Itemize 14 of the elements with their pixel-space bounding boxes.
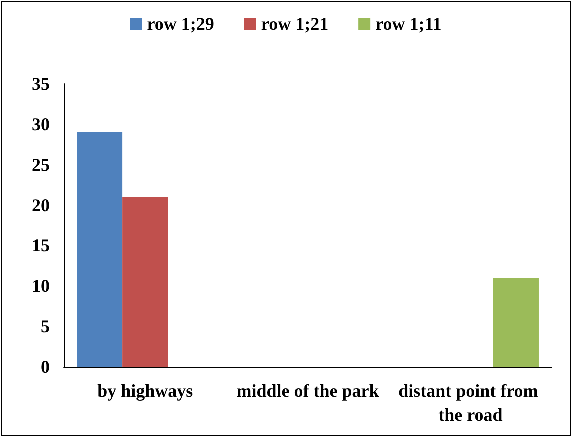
y-tick-label: 20	[32, 195, 50, 216]
y-tick-label: 5	[41, 316, 50, 337]
y-tick-label: 35	[32, 74, 50, 94]
legend-label: row 1;29	[147, 14, 214, 34]
x-tick-label: by highways	[98, 381, 194, 401]
legend-label: row 1;21	[261, 14, 329, 34]
y-tick-label: 0	[41, 357, 50, 377]
y-tick-label: 25	[32, 154, 50, 175]
y-tick-label: 10	[32, 276, 50, 296]
legend-label: row 1;11	[376, 14, 442, 34]
y-tick-label: 15	[32, 236, 50, 256]
x-tick-label: distant point from the road	[398, 381, 543, 425]
x-tick-label: middle of the park	[236, 381, 380, 401]
y-tick-label: 30	[32, 114, 50, 134]
